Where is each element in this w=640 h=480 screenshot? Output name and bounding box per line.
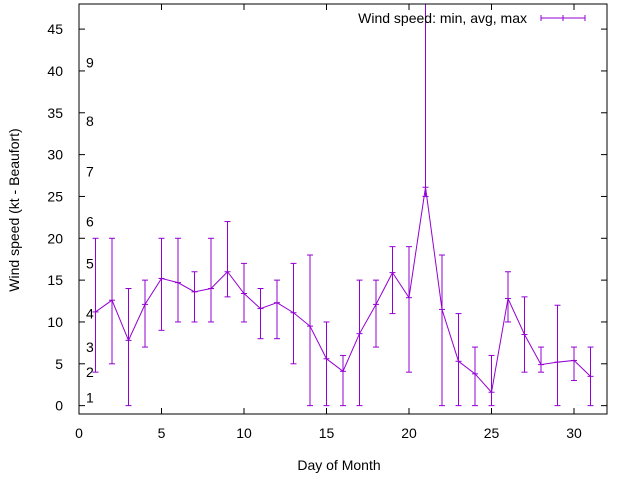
beaufort-label: 9 bbox=[86, 55, 94, 71]
beaufort-label: 4 bbox=[86, 306, 94, 322]
beaufort-label: 2 bbox=[86, 364, 94, 380]
y-tick-label: 0 bbox=[55, 398, 63, 414]
y-tick-label: 30 bbox=[47, 147, 63, 163]
y-tick-label: 25 bbox=[47, 188, 63, 204]
y-tick-label: 35 bbox=[47, 105, 63, 121]
beaufort-label: 7 bbox=[86, 163, 94, 179]
beaufort-label: 8 bbox=[86, 113, 94, 129]
beaufort-label: 3 bbox=[86, 339, 94, 355]
x-tick-label: 30 bbox=[566, 425, 582, 441]
x-tick-label: 25 bbox=[484, 425, 500, 441]
y-tick-label: 45 bbox=[47, 21, 63, 37]
plot-border bbox=[78, 3, 608, 415]
legend: Wind speed: min, avg, max bbox=[358, 10, 586, 26]
x-tick-label: 5 bbox=[158, 425, 166, 441]
y-tick-label: 20 bbox=[47, 230, 63, 246]
beaufort-label: 6 bbox=[86, 214, 94, 230]
y-tick-label: 5 bbox=[55, 356, 63, 372]
x-tick-label: 20 bbox=[401, 425, 417, 441]
series-layer bbox=[92, 3, 594, 407]
beaufort-label: 5 bbox=[86, 255, 94, 271]
x-axis-label: Day of Month bbox=[297, 457, 380, 473]
beaufort-scale-labels: 1 2 3 4 5 6 7 8 9 bbox=[86, 55, 94, 406]
x-tick-label: 10 bbox=[236, 425, 252, 441]
legend-label: Wind speed: min, avg, max bbox=[358, 10, 527, 26]
y-tick-label: 15 bbox=[47, 272, 63, 288]
x-tick-label: 15 bbox=[319, 425, 335, 441]
beaufort-label: 1 bbox=[86, 389, 94, 405]
y-axis-label: Wind speed (kt - Beaufort) bbox=[6, 128, 22, 291]
y-tick-label: 10 bbox=[47, 314, 63, 330]
y-tick-label: 40 bbox=[47, 63, 63, 79]
x-tick-label: 0 bbox=[75, 425, 83, 441]
